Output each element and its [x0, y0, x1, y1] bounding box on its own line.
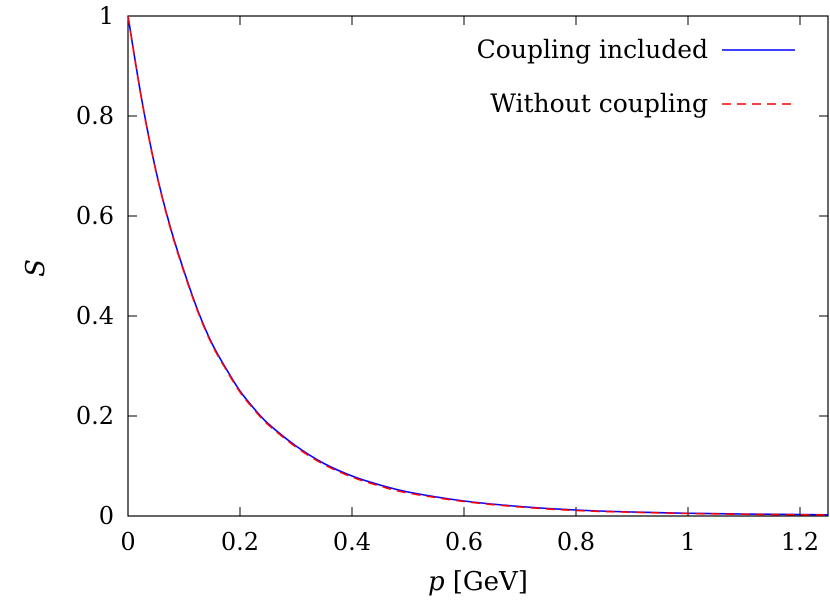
- y-tick-label: 0.6: [76, 202, 114, 230]
- x-axis-label: p [GeV]: [428, 567, 528, 597]
- series-layer: [127, 15, 829, 516]
- legend-label-without-coupling: Without coupling: [490, 89, 708, 118]
- x-tick-label: 0: [120, 528, 135, 556]
- x-tick-label: 1.2: [781, 528, 819, 556]
- y-tick-label: 0.2: [76, 402, 114, 430]
- plot-frame: [127, 15, 829, 517]
- legend-label-coupling-included: Coupling included: [477, 35, 708, 64]
- legend: Coupling included Without coupling: [477, 35, 795, 118]
- y-tick-label: 0: [99, 502, 114, 530]
- tick-labels: 0 0.2 0.4 0.6 0.8 1 1.2 0 0.2 0.4 0.6 0.8 1: [76, 2, 819, 556]
- axis-ticks: [127, 15, 828, 517]
- x-tick-label: 0.6: [445, 528, 483, 556]
- series-line-without-coupling: [127, 15, 829, 516]
- y-axis-label: S: [21, 259, 51, 277]
- x-tick-label: 0.2: [221, 528, 259, 556]
- y-tick-label: 0.4: [76, 302, 114, 330]
- x-tick-label: 0.8: [557, 528, 595, 556]
- series-line-coupling-included: [127, 15, 829, 516]
- x-tick-label: 0.4: [333, 528, 371, 556]
- y-tick-label: 1: [99, 2, 114, 30]
- y-tick-label: 0.8: [76, 102, 114, 130]
- x-tick-label: 1: [680, 528, 695, 556]
